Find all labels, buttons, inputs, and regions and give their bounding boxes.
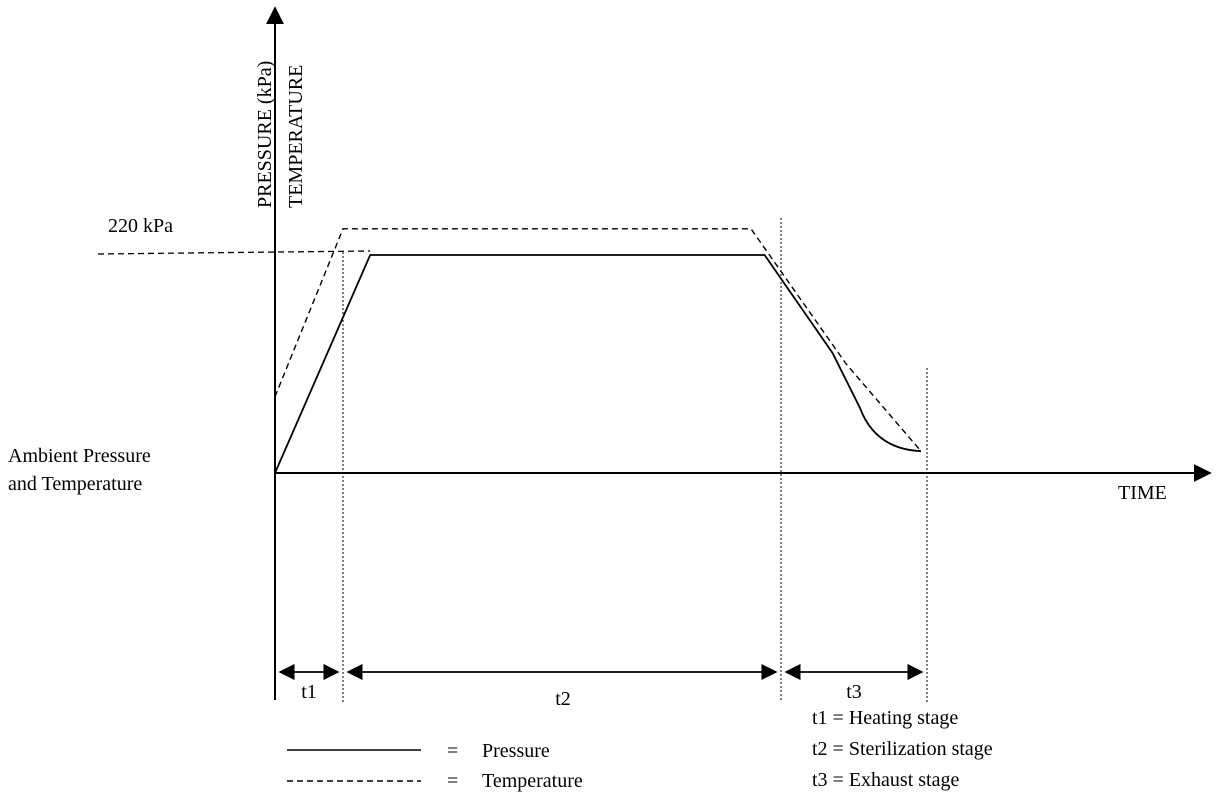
stage-definition-t3: t3 = Exhaust stage [812, 769, 959, 791]
reference-220-line [97, 250, 371, 255]
legend-equals-pressure: = [447, 740, 458, 762]
legend-equals-temperature: = [447, 770, 458, 792]
legend-label-pressure: Pressure [482, 740, 550, 762]
stage-definition-t2: t2 = Sterilization stage [812, 738, 993, 760]
legend-label-temperature: Temperature [482, 770, 583, 792]
x-axis-label: TIME [1118, 482, 1167, 504]
origin-label-line1: Ambient Pressure [8, 445, 151, 467]
series-temperature [274, 228, 922, 452]
y-axis-label-pressure: PRESSURE (kPa) [254, 61, 276, 208]
origin-label-line2: and Temperature [8, 473, 142, 495]
y-axis-label-temperature: TEMPERATURE [285, 65, 307, 208]
stage-definition-t1: t1 = Heating stage [812, 707, 958, 729]
stage-label-t1: t1 [301, 681, 317, 703]
reference-220-label: 220 kPa [108, 215, 173, 237]
stage-label-t3: t3 [846, 681, 862, 703]
stage-label-t2: t2 [555, 688, 571, 710]
series-pressure [274, 254, 922, 474]
